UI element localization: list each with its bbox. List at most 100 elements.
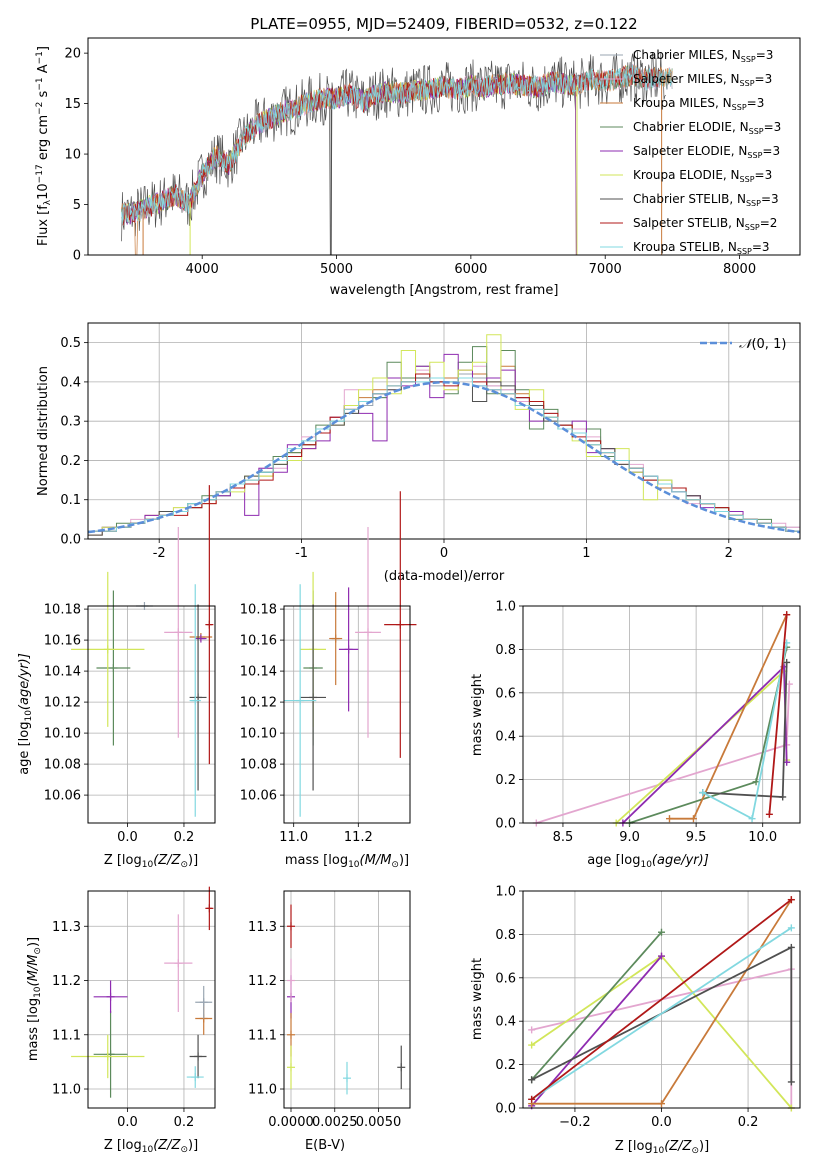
age-vs-metallicity-panel: 0.0 0.2 10.06 10.08 10.10 10.12 10.14 10.16 10.1… bbox=[17, 485, 216, 870]
age-mass-xtick-label-0: 11.0 bbox=[279, 830, 308, 845]
age-z-point-1 bbox=[164, 526, 193, 738]
age-z-point-5 bbox=[71, 571, 145, 727]
age-mass-ytick-label-4: 10.14 bbox=[240, 665, 277, 680]
mass-ebv-point-4 bbox=[287, 1045, 295, 1090]
spectrum-xtick-label-4: 8000 bbox=[723, 262, 756, 277]
residual-ytick-label-0: 0.0 bbox=[60, 533, 81, 548]
gaussian-legend-label: 𝒩(0, 1) bbox=[739, 337, 786, 352]
age-mass-point-5 bbox=[300, 604, 326, 791]
legend-label-1: Salpeter MILES, NSSP=3 bbox=[633, 72, 772, 88]
mass-z-point-0 bbox=[164, 914, 193, 1012]
residual-ytick-label-3: 0.3 bbox=[60, 415, 81, 430]
residual-xlabel: (data-model)/error bbox=[384, 569, 505, 584]
weight-age-ytick-label-3: 0.6 bbox=[495, 686, 516, 701]
age-vs-metallicity-xlabel: Z [log10(Z/Z⊙)] bbox=[104, 853, 198, 870]
spectrum-panel: PLATE=0955, MJD=52409, FIBERID=0532, z=0… bbox=[35, 15, 801, 298]
mass-ebv-frame bbox=[283, 890, 411, 1109]
age-mass-ytick-label-3: 10.12 bbox=[240, 696, 277, 711]
mass-ebv-point-5 bbox=[343, 1061, 351, 1095]
weight-age-ytick-label-1: 0.2 bbox=[495, 773, 516, 788]
age-z-point-3 bbox=[96, 590, 131, 746]
age-mass-point-0 bbox=[355, 526, 381, 738]
age-mass-ytick-label-5: 10.16 bbox=[240, 634, 277, 649]
age-vs-mass-plot-area: 11.0 11.2 10.06 10.08 10.10 10.12 10.14 10.16 10… bbox=[240, 491, 417, 845]
spectrum-legend: Chabrier MILES, NSSP=3 Salpeter MILES, NS… bbox=[600, 48, 781, 256]
mass-weight-vs-age-xlabel: age [log10(age/yr)] bbox=[587, 853, 709, 870]
mass-vs-metallicity-panel: 0.0 0.2 11.0 11.1 11.2 11.3 Z [log10(Z/Z⊙)] m… bbox=[26, 886, 216, 1155]
age-mass-ytick-label-0: 10.06 bbox=[240, 789, 277, 804]
weight-age-xtick-label-0: 8.5 bbox=[553, 830, 574, 845]
residual-frame bbox=[87, 322, 801, 540]
spectrum-xtick-label-0: 4000 bbox=[186, 262, 219, 277]
mass-z-point-6 bbox=[205, 886, 214, 931]
weight-age-xtick-label-3: 10.0 bbox=[748, 830, 777, 845]
mass-z-ytick-label-1: 11.1 bbox=[52, 1028, 81, 1043]
mass-vs-metallicity-ylabel: mass [log10(M/M⊙)] bbox=[26, 937, 43, 1061]
residual-ytick-label-4: 0.4 bbox=[60, 375, 81, 390]
legend-label-2: Kroupa MILES, NSSP=3 bbox=[633, 96, 764, 112]
weight-age-ytick-label-0: 0.0 bbox=[495, 817, 516, 832]
residual-ytick-label-5: 0.5 bbox=[60, 336, 81, 351]
mass-ebv-xtick-label-0: 0.0000 bbox=[268, 1115, 314, 1130]
residual-xtick-label-0: -2 bbox=[153, 546, 166, 561]
age-z-point-8 bbox=[189, 584, 201, 817]
weight-age-xtick-label-2: 9.5 bbox=[686, 830, 707, 845]
age-z-ytick-label-5: 10.16 bbox=[44, 634, 81, 649]
mass-z-frame bbox=[87, 890, 216, 1109]
mass-z-ytick-label-0: 11.0 bbox=[52, 1083, 81, 1098]
weight-age-frame bbox=[522, 605, 801, 824]
mass-ebv-xtick-label-1: 0.0025 bbox=[312, 1115, 358, 1130]
residual-ylabel: Normed distribution bbox=[36, 366, 51, 496]
age-vs-metallicity-plot-area: 0.0 0.2 10.06 10.08 10.10 10.12 10.14 10.16 10.1… bbox=[44, 485, 216, 845]
mass-ebv-point-0 bbox=[287, 904, 295, 948]
age-mass-ytick-label-6: 10.18 bbox=[240, 603, 277, 618]
age-z-ytick-label-3: 10.12 bbox=[44, 696, 81, 711]
mass-weight-vs-metallicity-ylabel: mass weight bbox=[470, 958, 485, 1040]
mass-ebv-ytick-label-0: 11.0 bbox=[248, 1083, 277, 1098]
residual-legend: 𝒩(0, 1) bbox=[700, 337, 786, 352]
weight-age-ytick-label-4: 0.8 bbox=[495, 643, 516, 658]
mass-weight-vs-metallicity-plot-area: −0.2 0.0 0.2 0.0 0.2 0.4 0.6 0.8 1.0 bbox=[495, 885, 801, 1130]
residual-histogram-panel: -2 -1 0 1 2 0.0 0.1 0.2 0.3 0.4 0.5 (data-model)/e… bbox=[36, 322, 801, 584]
age-vs-metallicity-ylabel: age [log10(age/yr)] bbox=[17, 653, 34, 775]
age-mass-ytick-label-2: 10.10 bbox=[240, 727, 277, 742]
weight-z-line-salpeter-elodie bbox=[531, 955, 663, 1107]
weight-age-ytick-label-5: 1.0 bbox=[495, 600, 516, 615]
age-z-xtick-label-0: 0.0 bbox=[117, 830, 138, 845]
age-mass-frame bbox=[283, 605, 411, 824]
age-mass-ytick-label-1: 10.08 bbox=[240, 758, 277, 773]
mass-weight-vs-metallicity-panel: −0.2 0.0 0.2 0.0 0.2 0.4 0.6 0.8 1.0 Z [log10(Z/… bbox=[470, 885, 801, 1156]
gaussian-curve bbox=[87, 381, 801, 534]
age-vs-mass-panel: 11.0 11.2 10.06 10.08 10.10 10.12 10.14 10.16 10… bbox=[240, 491, 417, 870]
spectrum-plot-area: 4000 5000 6000 7000 8000 0 5 10 15 20 bbox=[64, 37, 801, 277]
mass-z-point-8 bbox=[195, 985, 213, 1019]
age-z-ytick-label-1: 10.08 bbox=[44, 758, 81, 773]
spectrum-xtick-label-1: 5000 bbox=[320, 262, 353, 277]
spectrum-line-kroupa-stelib bbox=[121, 64, 673, 225]
mass-z-point-5 bbox=[189, 1034, 207, 1079]
mass-weight-vs-metallicity-xlabel: Z [log10(Z/Z⊙)] bbox=[615, 1139, 709, 1156]
age-vs-mass-xlabel: mass [log10(M/M⊙)] bbox=[285, 853, 409, 870]
age-z-frame bbox=[87, 605, 216, 824]
legend-label-7: Salpeter STELIB, NSSP=2 bbox=[633, 216, 777, 232]
spectrum-series-kroupa-stelib bbox=[121, 64, 673, 225]
spectrum-xtick-label-3: 7000 bbox=[589, 262, 622, 277]
residual-ytick-label-2: 0.2 bbox=[60, 454, 81, 469]
mass-ebv-ytick-label-1: 11.1 bbox=[248, 1028, 277, 1043]
residual-xtick-label-4: 2 bbox=[725, 546, 733, 561]
legend-label-3: Chabrier ELODIE, NSSP=3 bbox=[633, 120, 781, 136]
mass-z-xtick-label-0: 0.0 bbox=[117, 1115, 138, 1130]
histogram-kroupa-stelib bbox=[88, 377, 800, 532]
mass-ebv-xtick-label-2: 0.0050 bbox=[356, 1115, 402, 1130]
mass-z-point-7 bbox=[186, 1066, 204, 1088]
age-mass-xtick-label-1: 11.2 bbox=[344, 830, 373, 845]
age-mass-point-6 bbox=[384, 491, 417, 758]
mass-z-xtick-label-1: 0.2 bbox=[174, 1115, 195, 1130]
mass-z-point-2 bbox=[93, 1010, 128, 1098]
weight-age-line-kroupa-stelib bbox=[702, 642, 788, 821]
weight-z-ytick-label-0: 0.0 bbox=[495, 1102, 516, 1117]
age-z-xtick-label-1: 0.2 bbox=[174, 830, 195, 845]
age-z-ytick-label-2: 10.10 bbox=[44, 727, 81, 742]
